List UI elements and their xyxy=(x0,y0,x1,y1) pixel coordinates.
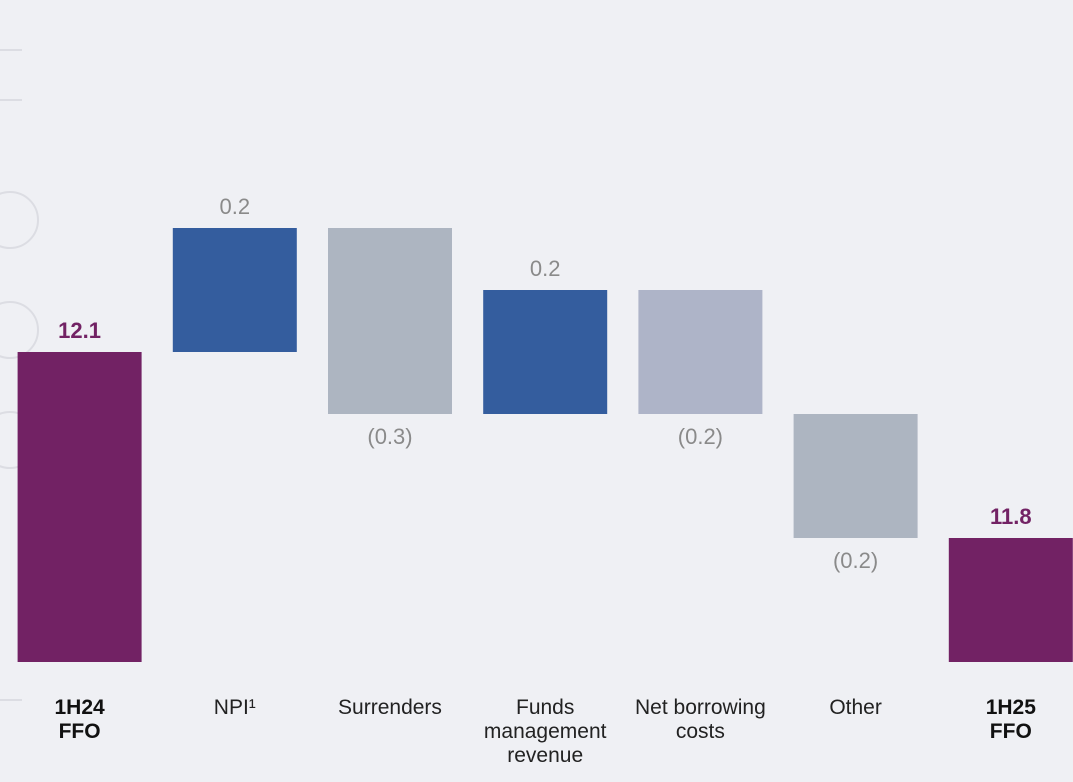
bar xyxy=(638,290,763,414)
bar xyxy=(328,228,452,414)
category-label: Funds management revenue xyxy=(483,696,607,767)
category-label: Other xyxy=(829,696,882,719)
value-label: 11.8 xyxy=(990,504,1032,529)
bar xyxy=(793,414,918,538)
bar xyxy=(948,538,1073,662)
value-label: 0.2 xyxy=(530,256,561,281)
category-label: 1H25 FFO xyxy=(985,696,1036,743)
category-label: 1H24 FFO xyxy=(54,696,105,743)
bar xyxy=(172,228,297,352)
category-label: NPI¹ xyxy=(213,696,256,719)
value-label: (0.2) xyxy=(678,424,723,449)
value-label: (0.2) xyxy=(833,548,878,573)
value-label: 12.1 xyxy=(58,318,101,343)
bar xyxy=(17,352,142,662)
category-label: Net borrowing costs xyxy=(635,696,766,743)
value-label: 0.2 xyxy=(220,194,251,219)
bar xyxy=(483,290,608,414)
category-label: Surrenders xyxy=(338,696,442,719)
value-label: (0.3) xyxy=(367,424,412,449)
